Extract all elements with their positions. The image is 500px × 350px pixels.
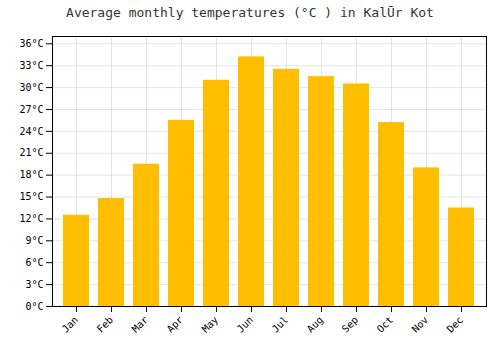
svg-text:May: May	[200, 314, 221, 335]
svg-text:18°C: 18°C	[19, 169, 43, 180]
svg-text:Dec: Dec	[445, 314, 466, 335]
svg-text:Aug: Aug	[305, 314, 326, 335]
svg-text:9°C: 9°C	[25, 235, 43, 246]
svg-text:24°C: 24°C	[19, 126, 43, 137]
svg-text:36°C: 36°C	[19, 38, 43, 49]
svg-text:Oct: Oct	[375, 314, 396, 335]
svg-text:0°C: 0°C	[25, 301, 43, 312]
svg-text:30°C: 30°C	[19, 82, 43, 93]
svg-text:Apr: Apr	[165, 314, 186, 335]
svg-text:Jan: Jan	[60, 314, 81, 335]
svg-text:3°C: 3°C	[25, 279, 43, 290]
svg-text:Sep: Sep	[340, 314, 361, 335]
svg-text:33°C: 33°C	[19, 60, 43, 71]
svg-text:Jun: Jun	[235, 314, 256, 335]
svg-text:15°C: 15°C	[19, 191, 43, 202]
svg-text:6°C: 6°C	[25, 257, 43, 268]
svg-text:Mar: Mar	[130, 314, 151, 335]
svg-text:21°C: 21°C	[19, 147, 43, 158]
svg-text:27°C: 27°C	[19, 104, 43, 115]
svg-text:Feb: Feb	[95, 314, 116, 335]
html-text:Average monthly temperatures (: Average monthly temperatures (°C ) in Ka…	[66, 5, 434, 20]
svg-text:12°C: 12°C	[19, 213, 43, 224]
svg-text:Jul: Jul	[270, 314, 291, 335]
svg-text:Nov: Nov	[410, 314, 431, 335]
